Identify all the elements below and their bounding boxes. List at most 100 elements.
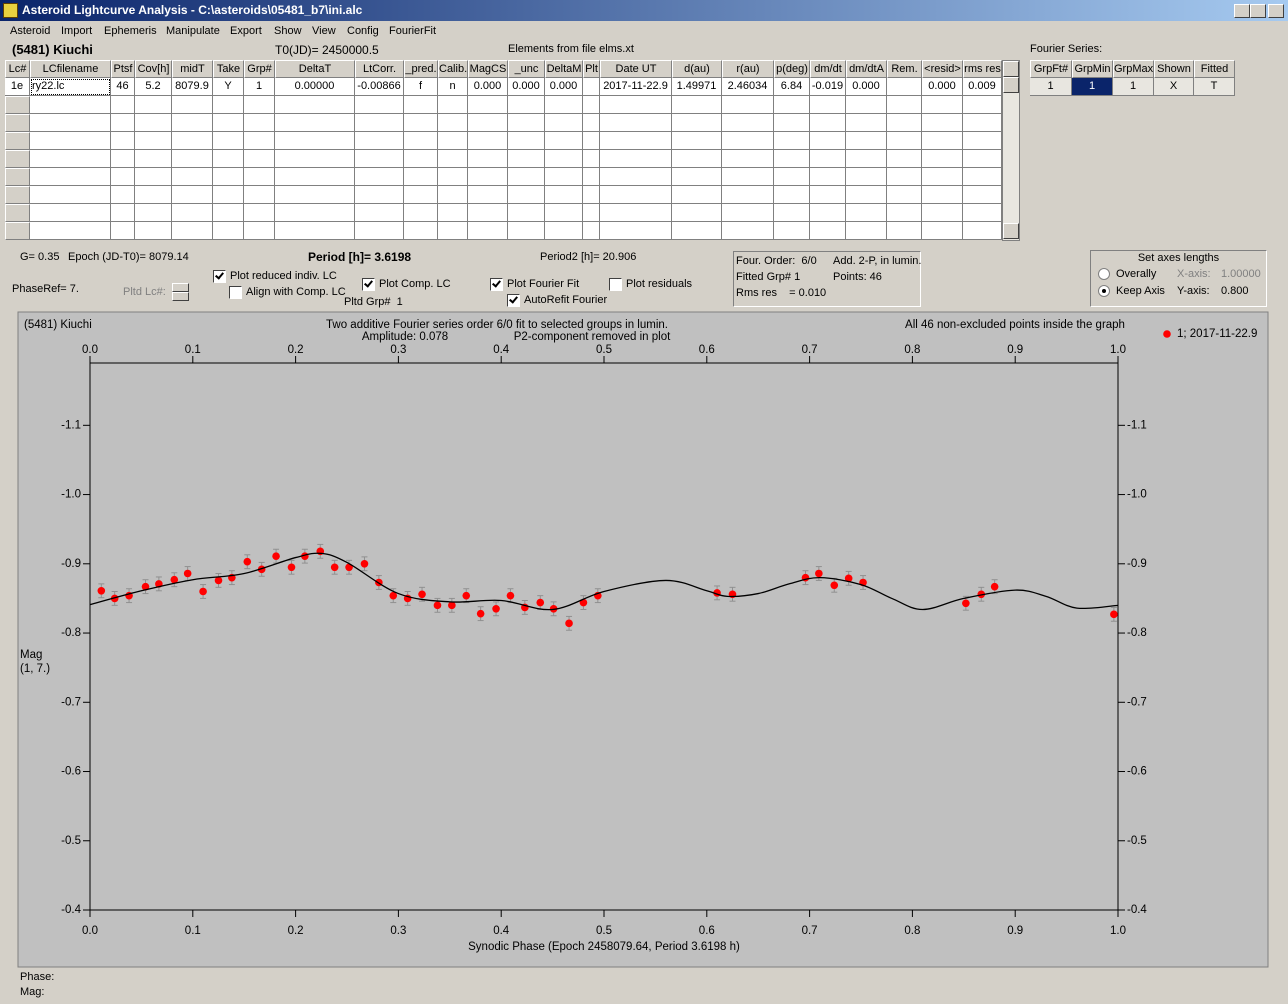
menu-item[interactable]: FourierFit bbox=[389, 25, 437, 37]
table-cell[interactable] bbox=[213, 168, 244, 186]
table-cell[interactable]: T bbox=[1194, 78, 1235, 96]
table-cell[interactable] bbox=[600, 114, 672, 132]
table-cell[interactable] bbox=[404, 150, 438, 168]
table-cell[interactable] bbox=[922, 168, 963, 186]
table-cell[interactable]: 0.009 bbox=[963, 78, 1002, 96]
table-cell[interactable] bbox=[213, 114, 244, 132]
row-header[interactable] bbox=[5, 132, 30, 150]
table-cell[interactable] bbox=[922, 186, 963, 204]
table-cell[interactable] bbox=[846, 96, 887, 114]
menu-item[interactable]: Export bbox=[230, 25, 262, 37]
table-cell[interactable] bbox=[583, 186, 600, 204]
table-cell[interactable] bbox=[508, 204, 545, 222]
checkbox[interactable] bbox=[213, 270, 226, 283]
menu-item[interactable]: Manipulate bbox=[166, 25, 220, 37]
table-cell[interactable] bbox=[810, 168, 846, 186]
table-cell[interactable] bbox=[887, 168, 922, 186]
table-cell[interactable] bbox=[275, 96, 355, 114]
table-cell[interactable] bbox=[438, 186, 468, 204]
table-cell[interactable] bbox=[30, 204, 111, 222]
table-cell[interactable] bbox=[111, 222, 135, 240]
row-header[interactable] bbox=[5, 114, 30, 132]
menu-item[interactable]: Config bbox=[347, 25, 379, 37]
table-cell[interactable] bbox=[672, 204, 722, 222]
table-cell[interactable] bbox=[355, 96, 404, 114]
table-cell[interactable] bbox=[672, 150, 722, 168]
table-cell[interactable] bbox=[545, 204, 583, 222]
table-cell[interactable] bbox=[172, 204, 213, 222]
table-cell[interactable] bbox=[583, 168, 600, 186]
table-cell[interactable] bbox=[172, 114, 213, 132]
table-cell[interactable] bbox=[438, 150, 468, 168]
table-cell[interactable] bbox=[111, 204, 135, 222]
menu-item[interactable]: Asteroid bbox=[10, 25, 51, 37]
table-cell[interactable] bbox=[722, 96, 774, 114]
table-cell[interactable] bbox=[244, 168, 275, 186]
table-cell[interactable] bbox=[244, 114, 275, 132]
table-cell[interactable] bbox=[438, 114, 468, 132]
table-cell[interactable] bbox=[275, 204, 355, 222]
row-header[interactable] bbox=[5, 222, 30, 240]
table-cell[interactable] bbox=[508, 150, 545, 168]
checkbox-label[interactable]: AutoRefit Fourier bbox=[524, 294, 608, 306]
table-cell[interactable] bbox=[244, 204, 275, 222]
table-cell[interactable] bbox=[135, 132, 172, 150]
table-cell[interactable] bbox=[404, 186, 438, 204]
close-button[interactable] bbox=[1268, 4, 1284, 18]
table-cell[interactable] bbox=[111, 114, 135, 132]
table-cell[interactable] bbox=[810, 186, 846, 204]
table-cell[interactable] bbox=[172, 150, 213, 168]
table-cell[interactable] bbox=[355, 114, 404, 132]
checkbox-label[interactable]: Plot reduced indiv. LC bbox=[230, 270, 337, 282]
table-cell[interactable] bbox=[810, 222, 846, 240]
table-cell[interactable] bbox=[404, 168, 438, 186]
table-cell[interactable] bbox=[30, 96, 111, 114]
table-cell[interactable] bbox=[887, 96, 922, 114]
table-cell[interactable] bbox=[213, 186, 244, 204]
table-cell[interactable] bbox=[887, 222, 922, 240]
checkbox-label[interactable]: Plot Fourier Fit bbox=[507, 278, 580, 290]
table-cell[interactable] bbox=[963, 132, 1002, 150]
table-cell[interactable] bbox=[135, 186, 172, 204]
table-cell[interactable] bbox=[404, 114, 438, 132]
table-cell[interactable] bbox=[135, 150, 172, 168]
table-cell[interactable] bbox=[404, 96, 438, 114]
table-cell[interactable] bbox=[545, 96, 583, 114]
table-cell[interactable] bbox=[722, 204, 774, 222]
table-cell[interactable] bbox=[172, 132, 213, 150]
checkbox[interactable] bbox=[507, 294, 520, 307]
table-cell[interactable] bbox=[774, 222, 810, 240]
table-cell[interactable] bbox=[135, 222, 172, 240]
table-cell[interactable]: 5.2 bbox=[135, 78, 172, 96]
table-cell[interactable] bbox=[135, 204, 172, 222]
table-cell[interactable] bbox=[887, 204, 922, 222]
table-cell[interactable] bbox=[30, 222, 111, 240]
table-cell[interactable] bbox=[508, 114, 545, 132]
table-cell[interactable] bbox=[600, 204, 672, 222]
checkbox-label[interactable]: Plot residuals bbox=[626, 278, 693, 290]
table-cell[interactable] bbox=[468, 132, 508, 150]
table-cell[interactable] bbox=[810, 132, 846, 150]
table-cell[interactable] bbox=[438, 222, 468, 240]
table-cell[interactable] bbox=[545, 150, 583, 168]
table-cell[interactable] bbox=[545, 186, 583, 204]
table-cell[interactable] bbox=[887, 186, 922, 204]
scroll-down[interactable] bbox=[1003, 223, 1019, 239]
table-cell[interactable] bbox=[963, 186, 1002, 204]
table-cell[interactable] bbox=[111, 186, 135, 204]
table-cell[interactable] bbox=[30, 186, 111, 204]
radio-label[interactable]: Keep Axis bbox=[1116, 285, 1165, 297]
checkbox[interactable] bbox=[609, 278, 622, 291]
radio-label[interactable]: Overally bbox=[1116, 268, 1157, 280]
table-cell[interactable]: 1 bbox=[244, 78, 275, 96]
table-cell[interactable] bbox=[213, 150, 244, 168]
table-cell[interactable] bbox=[810, 204, 846, 222]
table-cell[interactable] bbox=[922, 114, 963, 132]
spin-down[interactable] bbox=[172, 292, 189, 301]
table-cell[interactable] bbox=[922, 96, 963, 114]
row-header[interactable] bbox=[5, 150, 30, 168]
table-cell[interactable] bbox=[111, 168, 135, 186]
scroll-up[interactable] bbox=[1003, 61, 1019, 77]
table-cell[interactable]: 8079.9 bbox=[172, 78, 213, 96]
table-cell[interactable] bbox=[355, 222, 404, 240]
